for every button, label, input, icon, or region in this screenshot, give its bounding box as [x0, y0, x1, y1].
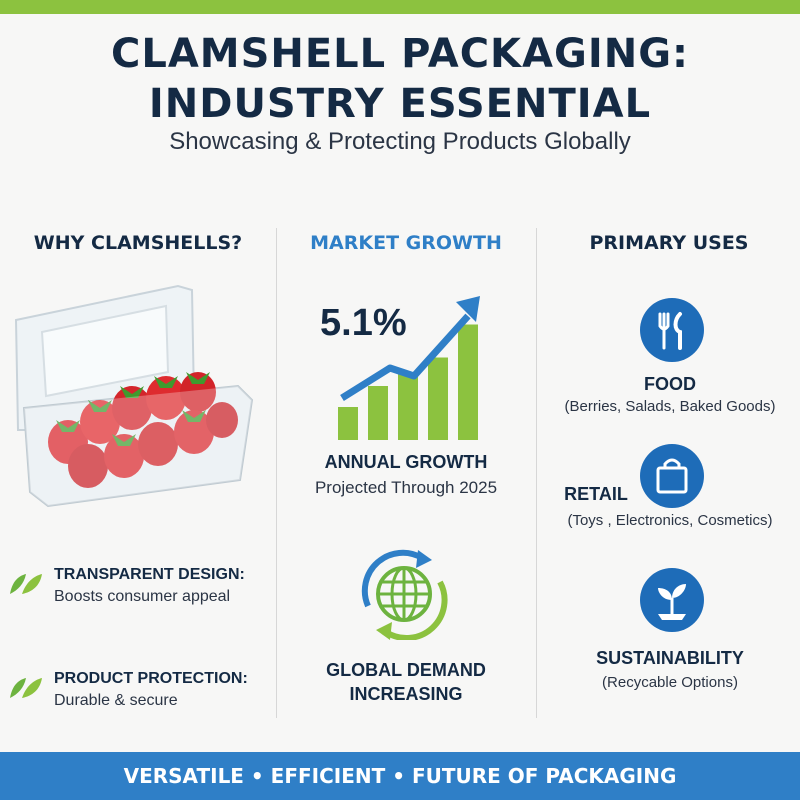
footer-tagline: VERSATILE • EFFICIENT • FUTURE OF PACKAG…: [0, 752, 800, 800]
sprout-icon: [640, 568, 704, 632]
feature-title: TRANSPARENT DESIGN:: [54, 566, 245, 583]
growth-percent: 5.1%: [320, 302, 407, 344]
primary-uses-heading: PRIMARY USES: [589, 232, 749, 254]
column-divider: [276, 228, 277, 718]
growth-bar-chart: [338, 296, 480, 440]
use-desc-retail: (Toys , Electronics, Cosmetics): [567, 512, 773, 529]
leaf-icon: [10, 678, 42, 698]
feature-product-protection: PRODUCT PROTECTION: Durable & secure: [8, 670, 270, 724]
use-title-food: FOOD: [644, 374, 696, 394]
feature-title: PRODUCT PROTECTION:: [54, 670, 248, 687]
feature-description: Boosts consumer appeal: [54, 588, 231, 605]
shopping-bag-icon: [640, 444, 704, 508]
page-subtitle: Showcasing & Protecting Products Globall…: [169, 128, 631, 155]
strawberry-clamshell-container: [14, 284, 254, 508]
global-demand-line1: GLOBAL DEMAND: [326, 660, 486, 680]
why-heading: WHY CLAMSHELLS?: [33, 232, 243, 254]
growth-bar: [398, 374, 418, 440]
use-desc-sustainability: (Recycable Options): [602, 674, 738, 691]
fork-knife-icon: [640, 298, 704, 362]
growth-bar: [368, 386, 388, 440]
feature-description: Durable & secure: [54, 692, 178, 709]
page-title-line1: CLAMSHELL PACKAGING:: [110, 31, 690, 77]
feature-transparent-design: TRANSPARENT DESIGN: Boosts consumer appe…: [8, 566, 270, 620]
arrow-head-icon: [456, 296, 480, 322]
top-accent-bar: [0, 0, 800, 14]
global-demand-line2: INCREASING: [349, 684, 463, 704]
strawberries: [48, 372, 238, 488]
leaf-icon: [10, 574, 42, 594]
annual-growth-label: ANNUAL GROWTH: [324, 452, 488, 472]
market-growth-heading: MARKET GROWTH: [310, 232, 502, 254]
annual-growth-sub: Projected Through 2025: [314, 478, 498, 497]
page-title-line2: INDUSTRY ESSENTIAL: [148, 81, 652, 127]
use-title-retail: RETAIL: [564, 484, 628, 504]
growth-bar: [428, 357, 448, 440]
growth-bar: [338, 407, 358, 440]
use-title-sustainability: SUSTAINABILITY: [596, 648, 744, 668]
growth-bar: [458, 324, 478, 440]
column-divider: [536, 228, 537, 718]
globe-cycle-icon: [361, 549, 448, 640]
use-desc-food: (Berries, Salads, Baked Goods): [564, 398, 776, 415]
